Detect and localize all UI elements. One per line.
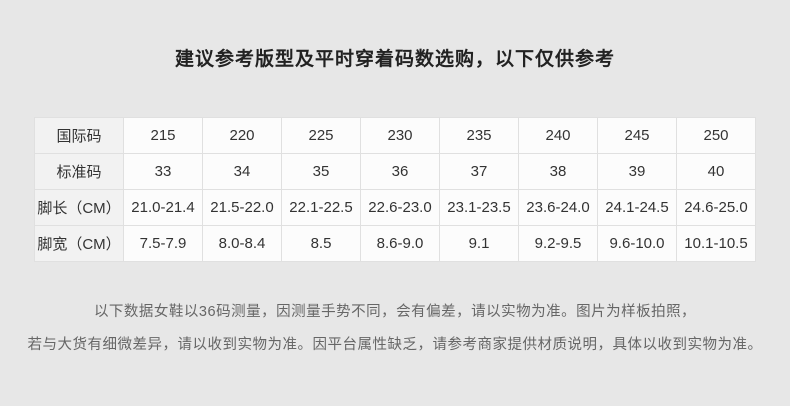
size-cell: 38 (518, 153, 598, 190)
page-title: 建议参考版型及平时穿着码数选购，以下仅供参考 (174, 49, 615, 70)
size-cell: 21.0-21.4 (123, 189, 203, 226)
row-label-foot-length: 脚长（CM） (34, 189, 124, 226)
size-cell: 24.6-25.0 (676, 189, 756, 226)
size-cell: 220 (202, 117, 282, 154)
size-cell: 22.1-22.5 (281, 189, 361, 226)
size-cell: 34 (202, 153, 282, 190)
size-cell: 9.6-10.0 (597, 225, 677, 262)
table-row-standard-size: 标准码 33 34 35 36 37 38 39 40 (34, 153, 756, 190)
size-cell: 240 (518, 117, 598, 154)
size-cell: 8.6-9.0 (360, 225, 440, 262)
size-cell: 250 (676, 117, 756, 154)
size-cell: 230 (360, 117, 440, 154)
size-cell: 39 (597, 153, 677, 190)
size-cell: 21.5-22.0 (202, 189, 282, 226)
size-cell: 37 (439, 153, 519, 190)
disclaimer-note: 以下数据女鞋以36码测量，因测量手势不同，会有偏差，请以实物为准。图片为样板拍照… (0, 296, 790, 362)
size-cell: 9.2-9.5 (518, 225, 598, 262)
row-label-standard-size: 标准码 (34, 153, 124, 190)
size-cell: 8.5 (281, 225, 361, 262)
table-row-international-size: 国际码 215 220 225 230 235 240 245 250 (34, 117, 756, 154)
size-cell: 36 (360, 153, 440, 190)
size-chart-table: 国际码 215 220 225 230 235 240 245 250 标准码 … (34, 117, 756, 262)
disclaimer-line-2: 若与大货有细微差异，请以收到实物为准。因平台属性缺乏，请参考商家提供材质说明，具… (27, 337, 763, 353)
size-cell: 33 (123, 153, 203, 190)
size-cell: 23.6-24.0 (518, 189, 598, 226)
row-label-international-size: 国际码 (34, 117, 124, 154)
disclaimer-line-1: 以下数据女鞋以36码测量，因测量手势不同，会有偏差，请以实物为准。图片为样板拍照… (93, 304, 697, 320)
size-cell: 8.0-8.4 (202, 225, 282, 262)
size-cell: 225 (281, 117, 361, 154)
row-label-foot-width: 脚宽（CM） (34, 225, 124, 262)
table-row-foot-length: 脚长（CM） 21.0-21.4 21.5-22.0 22.1-22.5 22.… (34, 189, 756, 226)
size-cell: 40 (676, 153, 756, 190)
size-cell: 10.1-10.5 (676, 225, 756, 262)
size-cell: 22.6-23.0 (360, 189, 440, 226)
size-cell: 9.1 (439, 225, 519, 262)
size-cell: 7.5-7.9 (123, 225, 203, 262)
size-cell: 23.1-23.5 (439, 189, 519, 226)
size-cell: 24.1-24.5 (597, 189, 677, 226)
size-cell: 215 (123, 117, 203, 154)
size-cell: 235 (439, 117, 519, 154)
size-cell: 245 (597, 117, 677, 154)
table-row-foot-width: 脚宽（CM） 7.5-7.9 8.0-8.4 8.5 8.6-9.0 9.1 9… (34, 225, 756, 262)
size-cell: 35 (281, 153, 361, 190)
